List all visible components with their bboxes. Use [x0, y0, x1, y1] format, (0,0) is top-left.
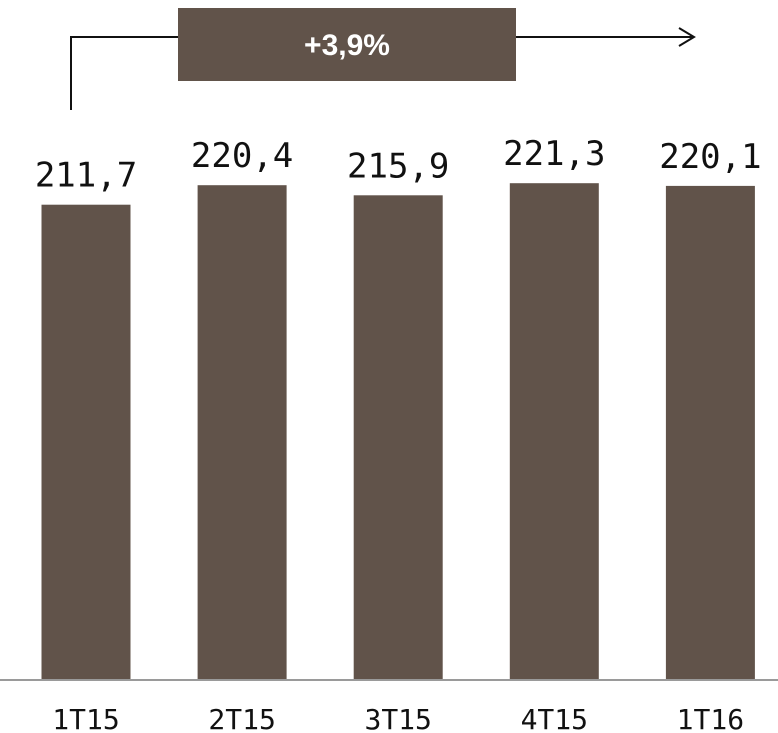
value-labels-layer: 211,7 220,4 215,9 221,3 220,1 [35, 134, 762, 196]
bar-3T15 [353, 195, 443, 681]
bar-4T15 [509, 183, 599, 680]
value-label-2T15: 220,4 [191, 136, 293, 176]
growth-annotation: +3,9% [70, 8, 696, 110]
category-label-4T15: 4T15 [521, 703, 588, 733]
value-label-1T16: 220,1 [659, 137, 761, 177]
bars-layer [41, 183, 755, 681]
category-labels-layer: 1T15 2T15 3T15 4T15 1T16 [52, 703, 744, 733]
growth-badge [178, 8, 516, 81]
category-label-3T15: 3T15 [364, 703, 431, 733]
bar-1T16 [665, 185, 755, 680]
category-label-2T15: 2T15 [208, 703, 275, 733]
value-label-3T15: 215,9 [347, 146, 449, 186]
value-label-4T15: 221,3 [503, 134, 605, 174]
value-label-1T15: 211,7 [35, 156, 137, 196]
category-label-1T16: 1T16 [677, 703, 744, 733]
growth-badge-text: +3,9% [304, 29, 390, 62]
category-label-1T15: 1T15 [52, 703, 119, 733]
growth-arrow [70, 27, 696, 110]
bar-2T15 [197, 185, 287, 680]
bar-1T15 [41, 204, 131, 680]
